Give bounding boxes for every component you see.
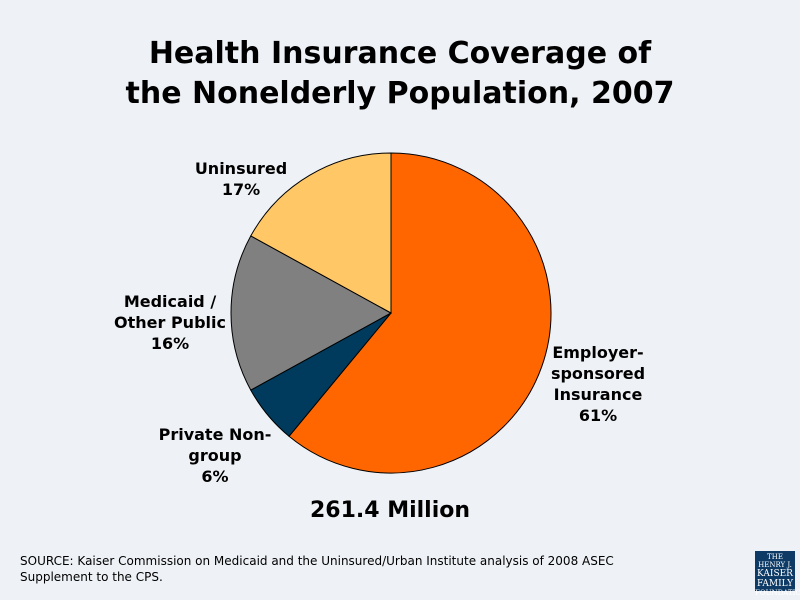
chart-title: Health Insurance Coverage of the Nonelde… <box>0 34 800 114</box>
pie-slice-medicaid-other-public <box>230 235 393 391</box>
pie-slice-employer-sponsored-insurance <box>288 152 552 474</box>
label-medicaid: Medicaid / Other Public 16% <box>114 292 226 353</box>
label-private-nongroup: Private Non- group 6% <box>158 425 272 486</box>
title-line-2: the Nonelderly Population, 2007 <box>125 76 675 111</box>
title-line-1: Health Insurance Coverage of <box>148 36 652 71</box>
kff-logo: THE HENRY J.KAISERFAMILYFOUNDATION <box>755 551 800 597</box>
label-uninsured: Uninsured 17% <box>194 159 288 199</box>
source-note: SOURCE: Kaiser Commission on Medicaid an… <box>20 554 614 584</box>
pie-slice-uninsured <box>250 152 392 314</box>
total-label: 261.4 Million <box>309 498 471 523</box>
label-employer: Employer- sponsored Insurance 61% <box>550 343 646 425</box>
